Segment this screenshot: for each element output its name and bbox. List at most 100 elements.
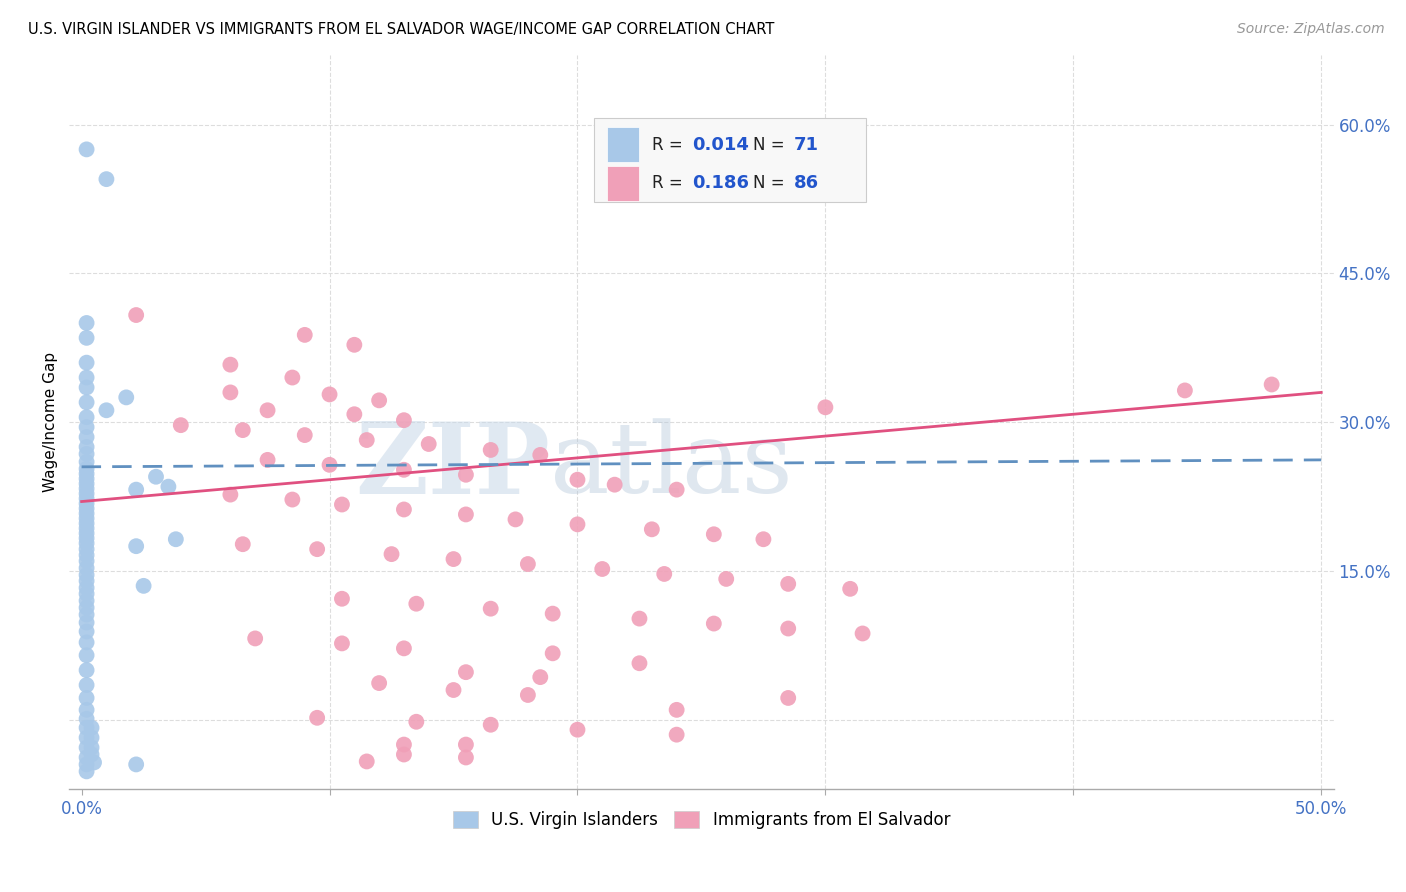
Point [516, 688, 538, 702]
Point [567, 723, 589, 737]
Point [76, 430, 98, 444]
Point [76, 757, 98, 772]
Point [219, 385, 242, 400]
Point [343, 338, 366, 352]
Point [76, 731, 98, 745]
Point [219, 358, 242, 372]
FancyBboxPatch shape [593, 118, 866, 202]
Y-axis label: Wage/Income Gap: Wage/Income Gap [44, 352, 58, 492]
Point [170, 418, 193, 433]
Point [479, 442, 502, 457]
Text: atlas: atlas [550, 418, 793, 514]
Text: 86: 86 [794, 174, 818, 193]
Point [76, 486, 98, 500]
Point [330, 591, 353, 606]
Point [76, 447, 98, 461]
Point [778, 622, 800, 636]
Point [529, 448, 551, 462]
Point [76, 548, 98, 562]
Point [479, 717, 502, 731]
Point [80, 747, 103, 762]
Text: 71: 71 [794, 136, 818, 153]
FancyBboxPatch shape [606, 166, 640, 201]
Point [145, 469, 167, 483]
Text: R =: R = [652, 174, 688, 193]
Point [157, 480, 180, 494]
Point [76, 764, 98, 779]
Point [454, 467, 477, 482]
Point [356, 755, 378, 769]
Point [232, 423, 254, 437]
Point [814, 401, 837, 415]
Point [330, 636, 353, 650]
Point [76, 380, 98, 394]
Point [76, 467, 98, 481]
Point [752, 533, 775, 547]
Point [307, 542, 329, 557]
Point [479, 601, 502, 615]
Point [628, 657, 651, 671]
Point [76, 507, 98, 521]
Point [1174, 384, 1197, 398]
Point [76, 501, 98, 516]
Point [294, 428, 316, 442]
Point [603, 477, 626, 491]
Point [839, 582, 862, 596]
Point [76, 607, 98, 622]
Point [1260, 377, 1282, 392]
Point [76, 142, 98, 156]
Point [76, 615, 98, 630]
Point [76, 574, 98, 588]
Point [76, 316, 98, 330]
Point [716, 572, 738, 586]
Point [76, 690, 98, 705]
Point [778, 690, 800, 705]
Point [76, 568, 98, 582]
Point [76, 581, 98, 595]
Point [368, 676, 391, 690]
Point [165, 533, 187, 547]
Point [256, 403, 278, 417]
Point [76, 678, 98, 692]
Point [76, 370, 98, 384]
Point [641, 522, 664, 536]
Text: N =: N = [754, 136, 790, 153]
Point [115, 390, 138, 404]
Point [454, 738, 477, 752]
Point [778, 577, 800, 591]
Point [76, 331, 98, 345]
Point [219, 487, 242, 501]
Point [405, 714, 427, 729]
Point [307, 711, 329, 725]
Point [703, 527, 725, 541]
Point [76, 740, 98, 755]
Point [703, 616, 725, 631]
Point [392, 747, 415, 762]
Point [418, 437, 440, 451]
Point [76, 455, 98, 469]
Point [392, 641, 415, 656]
Point [76, 395, 98, 409]
Point [392, 413, 415, 427]
Point [76, 600, 98, 615]
Text: R =: R = [652, 136, 688, 153]
Point [232, 537, 254, 551]
Point [243, 632, 266, 646]
Point [76, 635, 98, 649]
Point [96, 403, 118, 417]
Point [76, 703, 98, 717]
Point [125, 483, 148, 497]
Point [281, 370, 304, 384]
Point [76, 526, 98, 541]
Point [76, 587, 98, 601]
Point [76, 561, 98, 575]
Point [96, 172, 118, 186]
Point [76, 472, 98, 486]
Point [529, 670, 551, 684]
Point [132, 579, 155, 593]
Point [76, 521, 98, 535]
Text: ZIP: ZIP [354, 417, 550, 515]
Point [652, 566, 675, 581]
Point [76, 750, 98, 764]
Point [76, 420, 98, 434]
